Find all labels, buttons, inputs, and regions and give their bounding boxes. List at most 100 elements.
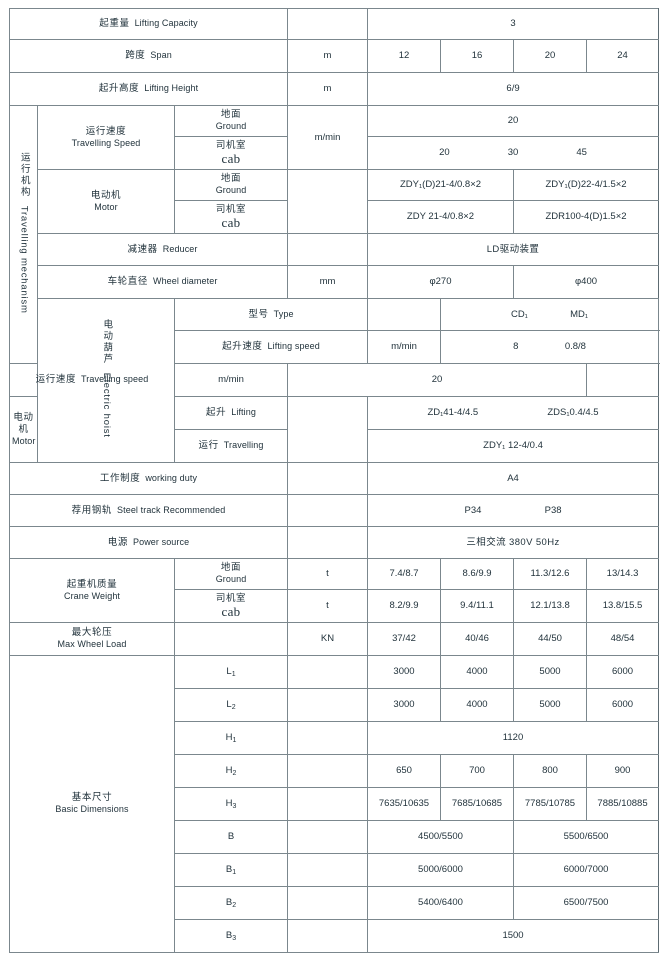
row-label-lifting-height: 起升高度 Lifting Height: [9, 72, 288, 106]
sublabel-cn: 起升: [206, 407, 227, 419]
row-label-travel-motor: 电动机 Motor: [37, 169, 175, 234]
label-en: Type: [273, 308, 294, 319]
value-travel-motor-ground-2: ZDY₁(D)22-4/1.5×2: [512, 169, 660, 201]
value-crane-weight-cab-20: 12.1/13.8: [513, 589, 587, 623]
sublabel-en: Ground: [215, 121, 247, 132]
value-b-right: 5500/6500: [512, 820, 660, 854]
table-row-hoist-motor-travelling: 运行 Travelling ZDY₁ 12-4/0.4: [10, 429, 660, 463]
unit-hoist-lifting-speed: m/min: [367, 330, 441, 364]
table-row-power-source: 电源 Power source 三相交流 380V 50Hz: [9, 526, 660, 559]
row-label-steel-track: 荐用钢轨 Steel track Recommended: [9, 494, 288, 527]
symbol-sub: 2: [232, 770, 237, 778]
unit-dimension-h3: [287, 787, 368, 821]
value-travelling-speed-ground: 20: [366, 105, 660, 137]
sublabel-en: Ground: [215, 574, 247, 585]
unit-hoist-travelling-speed: m/min: [174, 363, 288, 397]
label-en: working duty: [145, 472, 198, 483]
row-label-hoist-travelling-speed: 运行速度 Travelling speed: [9, 363, 175, 397]
label-en: Lifting speed: [267, 341, 320, 352]
value-hoist-motor-lifting: ZD₁41-4/4.5 ZDS₁0.4/4.5: [366, 396, 660, 430]
sublabel-cn: 司机室: [215, 204, 247, 216]
value-h2-16: 700: [440, 754, 514, 788]
value-span-24: 24: [585, 39, 660, 73]
label-cn: 运行速度: [85, 125, 127, 137]
sublabel-hoist-motor-travelling: 运行 Travelling: [174, 429, 288, 463]
sublabel-cn: 司机室: [215, 593, 247, 605]
sublabel-en: cab: [221, 215, 241, 231]
label-cn: 最大轮压: [71, 627, 113, 639]
sublabel-travel-motor-ground: 地面 Ground: [174, 169, 288, 201]
value-wheel-diameter-2: φ400: [512, 265, 660, 299]
label-cn: 电动机: [13, 412, 34, 435]
dimension-symbol-b1: B1: [174, 853, 288, 887]
label-cn: 基本尺寸: [71, 792, 113, 804]
value-l1-20: 5000: [513, 655, 587, 689]
dimension-symbol-h2: H2: [174, 754, 288, 788]
unit-steel-track: [287, 494, 368, 527]
unit-dimension-l1: [287, 655, 368, 689]
row-label-travelling-speed: 运行速度 Travelling Speed: [37, 105, 175, 170]
table-row-travel-motor-ground: 电动机 Motor 地面 Ground ZDY₁(D)21-4/0.8×2 ZD…: [10, 169, 660, 234]
value-crane-weight-cab-16: 9.4/11.1: [440, 589, 514, 623]
table-row-hoist-travelling-speed: 运行速度 Travelling speed m/min 20: [9, 363, 659, 397]
value-b1-left: 5000/6000: [367, 853, 514, 887]
value-travel-motor-cab-2: ZDR100-4(D)1.5×2: [512, 200, 660, 234]
symbol-sub: 3: [232, 803, 237, 811]
row-label-hoist-type: 型号 Type: [174, 298, 368, 331]
table-row-travelling-speed-ground: 运行机构 Travelling mechanism 运行速度 Travellin…: [9, 105, 660, 364]
table-row-span: 跨度 Span m 12 16 20 24: [9, 39, 660, 73]
sublabel-hoist-motor-lifting: 起升 Lifting: [174, 396, 288, 430]
label-cn: 电源: [107, 536, 128, 548]
dimension-symbol-h3: H3: [174, 787, 288, 821]
value-travel-motor-cab-1: ZDY 21-4/0.8×2: [367, 200, 514, 234]
table-row-hoist-type: 电动葫芦 Electric hoist 型号 Type CD₁ MD₁: [10, 298, 660, 463]
table-row-reducer: 减速器 Reducer LD驱动装置: [10, 233, 660, 266]
label-en: Travelling Speed: [71, 137, 141, 148]
value-l2-24: 6000: [585, 688, 660, 722]
table-row-max-wheel-load: 最大轮压 Max Wheel Load KN 37/42 40/46 44/50…: [9, 622, 660, 656]
value-cab-speed-2: 30: [507, 147, 519, 159]
value-lifting-height: 6/9: [366, 72, 660, 106]
label-en: Crane Weight: [63, 590, 121, 601]
value-h3-20: 7785/10785: [513, 787, 587, 821]
value-crane-weight-cab-24: 13.8/15.5: [585, 589, 660, 623]
sublabel-cn: 地面: [220, 109, 242, 121]
sublabel-en: cab: [221, 151, 241, 167]
row-label-max-wheel-load: 最大轮压 Max Wheel Load: [9, 622, 175, 656]
sublabel-travel-motor-cab: 司机室 cab: [174, 200, 288, 234]
table-row-dimension-h3: H3 7635/10635 7685/10685 7785/10785 7885…: [10, 787, 660, 821]
label-en: Power source: [132, 536, 190, 547]
value-max-wheel-load-16: 40/46: [440, 622, 514, 656]
value-b2-right: 6500/7500: [512, 886, 660, 920]
unit-hoist-type: [367, 298, 441, 331]
value-steel-track-2: P38: [544, 504, 562, 516]
value-max-wheel-load-24: 48/54: [585, 622, 660, 656]
symbol-base: B: [227, 831, 235, 843]
unit-power-source: [287, 526, 368, 559]
value-hoist-lifting-speed: 8 0.8/8: [439, 330, 660, 364]
value-power-source: 三相交流 380V 50Hz: [366, 526, 660, 559]
sublabel-en: cab: [221, 604, 241, 620]
value-hoist-lifting-speed-2: 0.8/8: [564, 341, 586, 353]
label-cn: 起重量: [99, 18, 130, 30]
value-wheel-diameter-1: φ270: [367, 265, 514, 299]
dimension-symbol-h1: H1: [174, 721, 288, 755]
sublabel-en: Travelling: [223, 440, 264, 451]
unit-travel-motor: [287, 169, 368, 234]
table-row-dimension-h2: H2 650 700 800 900: [10, 754, 660, 788]
unit-dimension-b1: [287, 853, 368, 887]
value-hoist-travelling-speed: 20: [287, 363, 587, 397]
value-lifting-capacity: 3: [366, 8, 660, 40]
unit-wheel-diameter: mm: [287, 265, 368, 299]
group-label-cn: 电动葫芦: [101, 319, 113, 366]
value-h1-merged: 1120: [366, 721, 660, 755]
dimension-symbol-l1: L1: [174, 655, 288, 689]
row-label-hoist-motor: 电动机 Motor: [9, 396, 38, 463]
symbol-base: L: [226, 666, 232, 678]
label-cn: 车轮直径: [107, 276, 148, 288]
label-cn: 工作制度: [99, 472, 141, 484]
value-b2-left: 5400/6400: [367, 886, 514, 920]
unit-dimension-h2: [287, 754, 368, 788]
symbol-base: H: [225, 798, 233, 810]
value-l1-16: 4000: [440, 655, 514, 689]
